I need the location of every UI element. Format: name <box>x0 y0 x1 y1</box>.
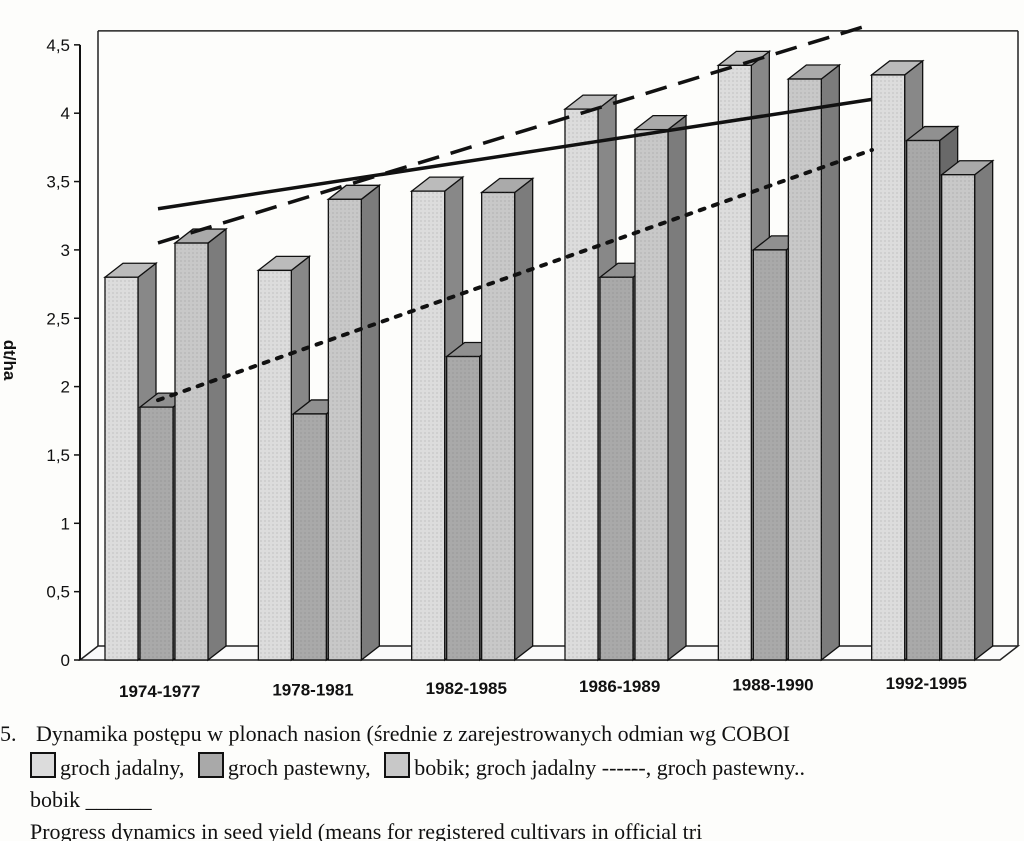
trendline-groch-jadalny <box>157 22 873 245</box>
caption-legend: groch jadalny, groch pastewny, bobik; gr… <box>30 752 805 783</box>
bars-group <box>103 50 995 662</box>
bar-groch-pastewny-1982-1985 <box>444 341 500 662</box>
x-tick-label: 1992-1995 <box>886 674 967 693</box>
x-tick-label: 1982-1985 <box>426 679 507 698</box>
caption-title: Dynamika postępu w plonach nasion (średn… <box>36 721 790 746</box>
trendlines-group <box>156 22 874 403</box>
y-tick-label: 3,5 <box>46 173 70 192</box>
x-tick-label: 1986-1989 <box>579 677 660 696</box>
y-tick-label: 3 <box>61 241 70 260</box>
legend-label-bobik: bobik; groch jadalny ------, groch paste… <box>414 755 805 780</box>
y-axis: 0 0,5 1 1,5 2 2,5 3 3,5 4 4,5 <box>46 36 81 670</box>
y-tick-label: 2 <box>61 378 70 397</box>
bar-bobik-1978-1981 <box>326 183 382 662</box>
y-tick-label: 2,5 <box>46 309 70 328</box>
y-tick-label: 4,5 <box>46 36 70 55</box>
trendline-groch-pastewny <box>156 147 874 403</box>
legend-label-groch-jadalny: groch jadalny, <box>60 755 185 780</box>
y-tick-label: 1,5 <box>46 446 70 465</box>
caption-prefix: 5. <box>0 721 17 746</box>
y-axis-label: dt/ha <box>0 340 19 381</box>
y-tick-label: 0 <box>61 651 70 670</box>
legend-swatch-bobik <box>384 752 411 778</box>
x-tick-label: 1974-1977 <box>119 682 200 701</box>
figure-caption: 5. Dynamika postępu w plonach nasion (śr… <box>0 712 1024 841</box>
legend-swatch-groch-jadalny <box>30 752 56 778</box>
bar-bobik-1986-1989 <box>633 114 688 662</box>
bar-chart: 0 0,5 1 1,5 2 2,5 3 3,5 4 4,5 dt/ha 1974-1977 1978… <box>0 22 1021 701</box>
x-tick-label: 1988-1990 <box>732 676 813 695</box>
bar-bobik-1988-1990 <box>786 63 842 662</box>
caption-line-4: Progress dynamics in seed yield (means f… <box>30 819 703 841</box>
y-tick-label: 0,5 <box>46 583 70 602</box>
bar-bobik-1992-1995 <box>939 159 995 662</box>
caption-line-1: 5. Dynamika postępu w plonach nasion (śr… <box>0 718 790 749</box>
x-axis: 1974-1977 1978-1981 1982-1985 1986-1989 1988… <box>119 674 967 701</box>
y-tick-label: 4 <box>61 104 70 123</box>
bar-bobik-1982-1985 <box>479 177 535 662</box>
legend-label-groch-pastewny: groch pastewny, <box>227 755 371 780</box>
legend-swatch-groch-pastewny <box>197 752 224 778</box>
bar-bobik-1974-1977 <box>173 227 228 662</box>
caption-line-3: bobik ______ <box>30 787 152 812</box>
y-tick-label: 1 <box>61 514 70 533</box>
x-tick-label: 1978-1981 <box>272 680 353 699</box>
trendline-bobik <box>157 97 873 211</box>
